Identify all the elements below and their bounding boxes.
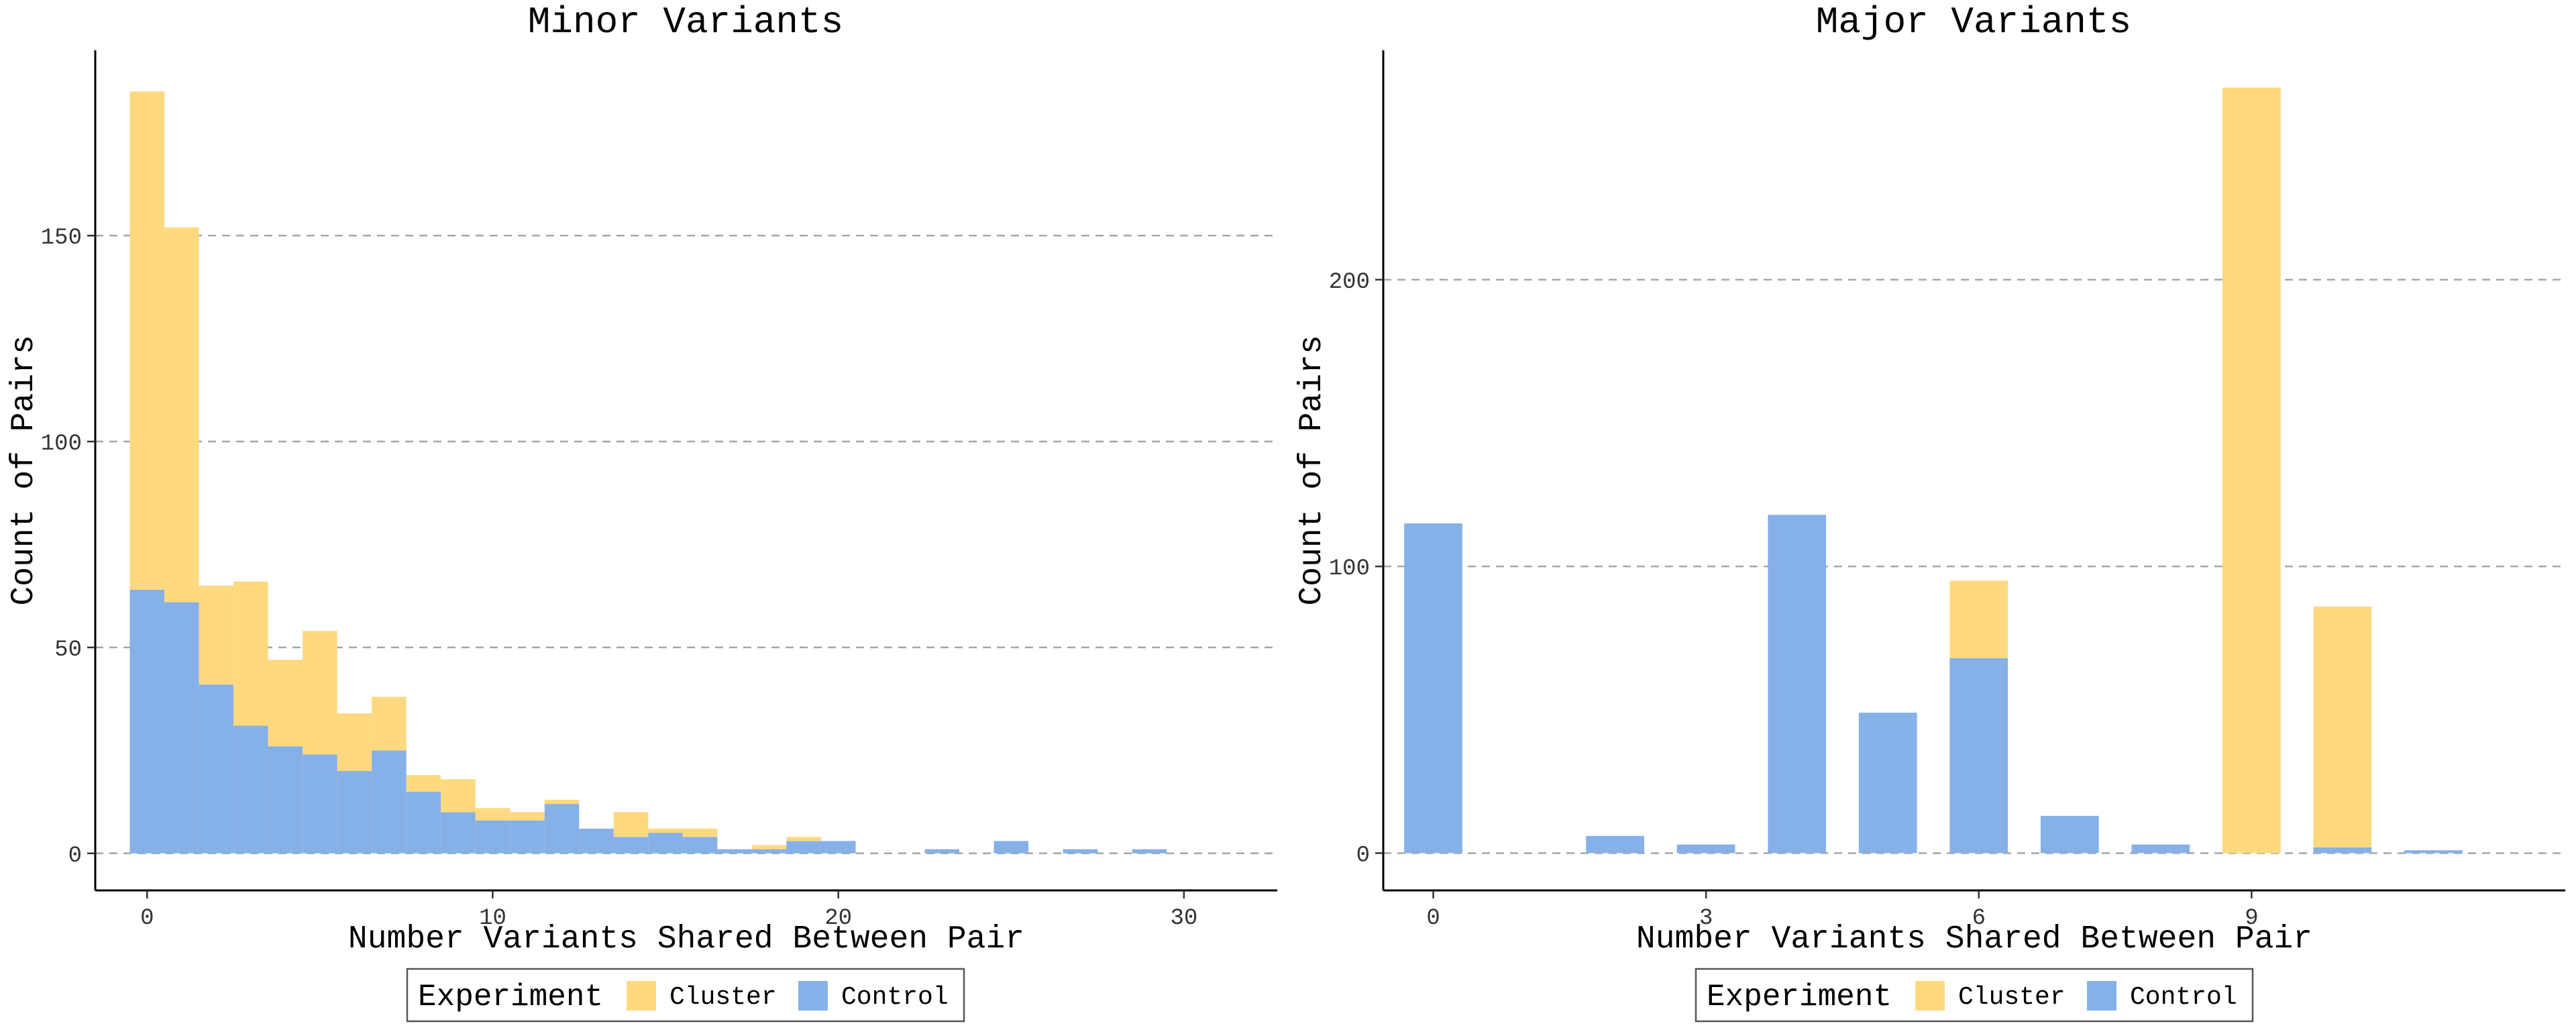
bar-cluster bbox=[268, 660, 303, 747]
bar-control bbox=[820, 841, 856, 854]
bar-cluster bbox=[199, 585, 234, 685]
y-tick-label: 0 bbox=[68, 843, 82, 869]
legend-swatch-cluster bbox=[1915, 981, 1945, 1011]
y-tick-label: 150 bbox=[41, 225, 82, 251]
bar-control bbox=[1132, 849, 1167, 854]
y-axis-title: Count of Pairs bbox=[1294, 335, 1330, 605]
bar-control bbox=[994, 841, 1029, 854]
bar-control bbox=[1676, 844, 1735, 854]
bar-control bbox=[1949, 658, 2008, 854]
bar-cluster bbox=[786, 837, 821, 841]
bar-control bbox=[475, 820, 511, 854]
bar-cluster bbox=[337, 713, 372, 772]
x-tick-label: 30 bbox=[1170, 906, 1197, 931]
legend-title: Experiment bbox=[1707, 980, 1892, 1015]
legend: Experiment Cluster Control bbox=[406, 968, 965, 1023]
bar-control bbox=[648, 833, 683, 854]
bar-control bbox=[406, 791, 441, 854]
bar-cluster bbox=[233, 581, 268, 726]
bar-cluster bbox=[372, 696, 407, 751]
y-tick-label: 200 bbox=[1329, 270, 1370, 295]
legend-box bbox=[1695, 968, 2254, 1023]
bar-control bbox=[1858, 713, 1917, 854]
bar-control bbox=[233, 725, 268, 854]
x-tick-label: 20 bbox=[824, 906, 852, 931]
legend-swatch-control bbox=[2087, 981, 2116, 1011]
legend-box bbox=[406, 968, 965, 1023]
y-tick-label: 100 bbox=[1329, 556, 1370, 582]
bar-control bbox=[786, 841, 821, 854]
bar-cluster bbox=[1949, 580, 2008, 658]
bar-control bbox=[613, 837, 649, 854]
bar-cluster bbox=[441, 779, 476, 813]
bar-control bbox=[510, 820, 545, 854]
bar-control bbox=[199, 684, 234, 854]
panel-minor: 0 50 100 150 0 10 20 30 Minor Variants Number Var… bbox=[6, 1, 1277, 1023]
bar-cluster bbox=[129, 91, 165, 590]
x-tick-label: 6 bbox=[1972, 906, 1986, 931]
y-tick-label: 0 bbox=[1356, 843, 1370, 868]
bar-control bbox=[717, 849, 752, 854]
legend: Experiment Cluster Control bbox=[1695, 968, 2254, 1023]
x-tick-label: 0 bbox=[1426, 906, 1440, 931]
bar-control bbox=[1586, 835, 1644, 854]
x-tick-label: 3 bbox=[1699, 906, 1713, 931]
bar-control bbox=[268, 746, 303, 854]
chart-title: Minor Variants bbox=[528, 1, 843, 44]
bar-control bbox=[751, 849, 787, 854]
bar-control bbox=[1063, 849, 1098, 854]
bar-control bbox=[2404, 850, 2463, 854]
bar-control bbox=[2313, 847, 2372, 854]
chart-title: Major Variants bbox=[1816, 1, 2131, 44]
bar-cluster bbox=[303, 631, 337, 755]
legend-label-cluster: Cluster bbox=[669, 983, 777, 1012]
bar-cluster bbox=[475, 808, 511, 821]
bar-control bbox=[682, 837, 718, 854]
bar-control bbox=[164, 602, 199, 854]
bar-control bbox=[441, 812, 476, 854]
bar-cluster bbox=[2222, 87, 2281, 854]
bar-cluster bbox=[648, 828, 683, 833]
x-tick-label: 0 bbox=[140, 906, 154, 931]
bar-cluster bbox=[613, 812, 649, 837]
bar-cluster bbox=[682, 828, 718, 837]
bar-cluster bbox=[2313, 606, 2372, 847]
y-tick-label: 50 bbox=[54, 637, 82, 663]
bar-cluster bbox=[406, 775, 441, 792]
bar-control bbox=[337, 771, 372, 854]
bar-control bbox=[2131, 844, 2190, 854]
x-tick-label: 9 bbox=[2245, 906, 2258, 931]
panel-major: 0 100 200 0 3 6 9 Major Variants Number Variants… bbox=[1294, 1, 2565, 1023]
x-axis-title: Number Variants Shared Between Pair bbox=[1636, 921, 2312, 958]
bar-control bbox=[372, 750, 407, 854]
x-tick-label: 10 bbox=[479, 906, 506, 931]
legend-label-control: Control bbox=[841, 983, 949, 1012]
bar-cluster bbox=[164, 227, 199, 603]
bar-control bbox=[129, 589, 165, 854]
legend-swatch-cluster bbox=[627, 981, 656, 1011]
bar-cluster bbox=[751, 845, 787, 849]
legend-label-cluster: Cluster bbox=[1958, 983, 2065, 1012]
bar-control bbox=[2040, 815, 2099, 854]
bar-control bbox=[303, 754, 337, 854]
bar-control bbox=[579, 828, 614, 854]
y-tick-label: 100 bbox=[41, 431, 82, 457]
bar-cluster bbox=[510, 812, 545, 821]
bar-control bbox=[1404, 523, 1462, 854]
legend-title: Experiment bbox=[418, 980, 603, 1015]
bar-cluster bbox=[544, 799, 580, 805]
legend-swatch-control bbox=[798, 981, 828, 1011]
y-axis-title: Count of Pairs bbox=[6, 335, 42, 605]
bar-control bbox=[1768, 515, 1827, 854]
bar-control bbox=[544, 804, 580, 854]
x-axis-title: Number Variants Shared Between Pair bbox=[348, 921, 1024, 958]
legend-label-control: Control bbox=[2130, 983, 2237, 1012]
bar-control bbox=[924, 849, 960, 854]
